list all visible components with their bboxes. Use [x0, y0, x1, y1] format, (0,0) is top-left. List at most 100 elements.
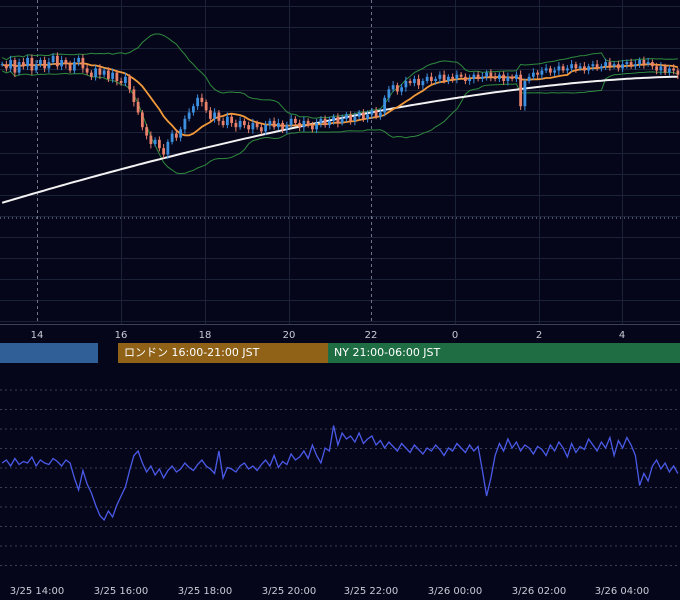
candle-body	[106, 70, 110, 79]
candle-body	[221, 120, 225, 126]
candle-body	[383, 97, 387, 113]
candle-body	[544, 68, 548, 71]
candle-body	[242, 120, 246, 126]
candle-body	[174, 133, 178, 138]
candle-body	[187, 112, 191, 119]
session-label-london: ロンドン 16:00-21:00 JST	[124, 346, 260, 359]
candle-body	[60, 60, 64, 67]
candle-body	[519, 74, 523, 107]
candle-body	[608, 62, 612, 67]
candle-body	[13, 60, 17, 73]
candle-body	[0, 64, 4, 66]
candle-body	[21, 62, 25, 67]
candle-body	[34, 64, 38, 71]
session-bar-tokyo	[0, 343, 98, 363]
bollinger-upper	[1, 33, 678, 119]
candle-body	[306, 120, 310, 126]
candle-body	[81, 57, 85, 69]
candle-body	[68, 64, 72, 71]
candle-body	[140, 112, 144, 128]
candle-body	[497, 74, 501, 79]
candle-body	[94, 68, 98, 77]
candle-body	[523, 81, 527, 107]
price-x-tick-label: 20	[283, 330, 296, 341]
osc-x-tick-label: 3/26 04:00	[595, 586, 649, 597]
candle-body	[578, 66, 582, 69]
candle-body	[128, 76, 132, 90]
candle-body	[336, 116, 340, 123]
candle-body	[374, 110, 378, 117]
candle-body	[570, 64, 574, 69]
candle-body	[667, 68, 671, 73]
osc-x-tick-label: 3/25 22:00	[344, 586, 398, 597]
ma-fast-line	[1, 62, 679, 137]
candle-body	[259, 127, 263, 132]
candle-body	[536, 72, 540, 75]
bollinger-lower	[1, 70, 679, 175]
candle-body	[230, 116, 234, 123]
ma-fast-line	[1, 62, 679, 137]
candle-body	[553, 70, 557, 73]
candle-body	[502, 74, 506, 81]
osc-x-tick-label: 3/26 00:00	[428, 586, 482, 597]
candle-body	[208, 110, 212, 119]
candle-body	[621, 64, 625, 69]
candle-body	[591, 64, 595, 67]
candle-body	[281, 123, 285, 130]
candle-body	[370, 110, 374, 115]
candle-body	[459, 74, 463, 77]
candle-body	[366, 114, 370, 119]
price-x-tick-label: 4	[619, 330, 625, 341]
candle-body	[238, 120, 242, 128]
candle-body	[387, 89, 391, 98]
price-pane	[0, 0, 680, 324]
candle-body	[17, 62, 21, 73]
candle-body	[357, 112, 361, 117]
oscillator-line	[1, 425, 679, 522]
candle-body	[672, 68, 676, 71]
candle-body	[434, 78, 438, 81]
candle-body	[102, 70, 106, 75]
candle-body	[302, 120, 306, 128]
candle-body	[429, 76, 433, 81]
candle-body	[98, 68, 102, 75]
candle-body	[64, 60, 68, 65]
candle-body	[293, 118, 297, 123]
candle-body	[514, 74, 518, 79]
candle-body	[327, 120, 331, 126]
candle-body	[417, 78, 421, 86]
candle-body	[638, 60, 642, 65]
candle-body	[595, 64, 599, 69]
candle-body	[531, 72, 535, 77]
candle-body	[119, 81, 123, 84]
candle-body	[111, 72, 115, 79]
candle-body	[77, 57, 81, 63]
candle-body	[43, 60, 47, 69]
candle-body	[463, 76, 467, 81]
session-bar-london: ロンドン 16:00-21:00 JST	[118, 343, 328, 363]
candle-body	[276, 123, 280, 128]
candle-body	[625, 62, 629, 65]
candle-body	[298, 123, 302, 128]
candle-body	[557, 66, 561, 71]
ma-slow-line	[1, 75, 678, 204]
osc-x-tick-label: 3/25 14:00	[10, 586, 64, 597]
candle-body	[196, 97, 200, 107]
candle-body	[361, 112, 365, 119]
candle-body	[400, 87, 404, 92]
candle-body	[650, 62, 654, 67]
candle-body	[527, 76, 531, 81]
candle-body	[485, 72, 489, 77]
candle-body	[255, 123, 259, 128]
candle-body	[145, 127, 149, 136]
candle-body	[442, 74, 446, 81]
candle-body	[561, 66, 565, 71]
candle-body	[604, 62, 608, 67]
candle-body	[26, 57, 30, 67]
candle-body	[408, 81, 412, 84]
candle-body	[47, 62, 51, 69]
candle-body	[191, 106, 195, 113]
candle-body	[378, 112, 382, 117]
candle-body	[132, 89, 136, 102]
price-x-tick-label: 18	[199, 330, 212, 341]
